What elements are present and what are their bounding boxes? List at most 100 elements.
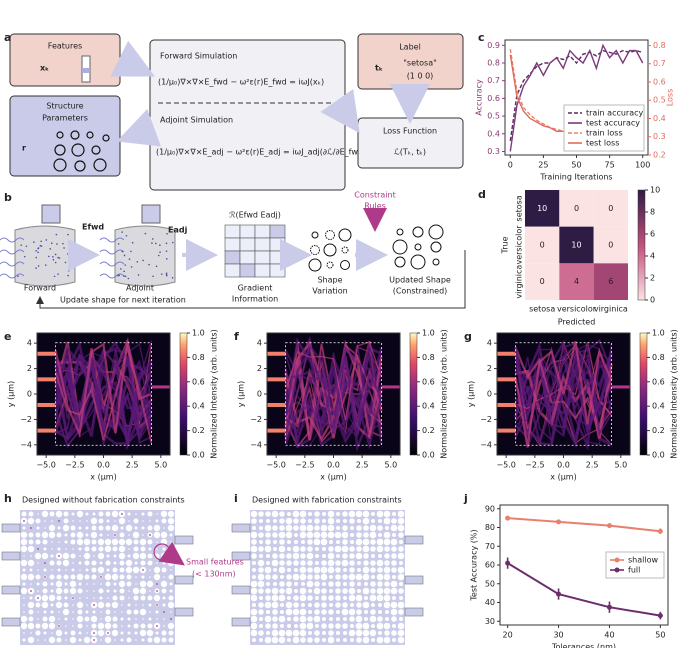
hole (35, 518, 41, 524)
data-point (556, 519, 562, 525)
small-feature (170, 618, 172, 620)
hole (35, 574, 41, 580)
hole (113, 589, 117, 593)
hole (65, 625, 67, 627)
hole (112, 623, 118, 629)
loop-arrow (36, 250, 466, 309)
hole (147, 623, 153, 629)
loss-box (357, 117, 464, 169)
hole (252, 603, 256, 607)
symbol: xₖ (40, 64, 49, 73)
shape-icon (414, 243, 422, 251)
hole (86, 597, 88, 599)
y-tick-label: 2 (257, 364, 262, 373)
field-dot (121, 231, 123, 233)
x-tick-label: 5.0 (384, 461, 397, 470)
field-dot (40, 245, 43, 247)
panel-letter: c (478, 31, 485, 44)
hole (149, 576, 151, 578)
hole (383, 636, 391, 644)
hole (328, 623, 334, 629)
panel-letter: f (234, 330, 239, 343)
hole (126, 609, 132, 615)
field-streak (54, 355, 153, 443)
hole (141, 526, 145, 530)
hole (111, 629, 119, 637)
hole (341, 559, 349, 567)
hole (300, 560, 306, 566)
x-tick-label: 2.5 (356, 461, 369, 470)
y-tick-label: −2 (250, 415, 262, 424)
hole (357, 561, 361, 565)
hole (265, 595, 271, 601)
wave (99, 249, 125, 255)
colorbar-label: Normalized Intensity (arb. units) (210, 329, 219, 459)
y-axis-label: y (μm) (7, 381, 16, 407)
colorbar (639, 332, 648, 456)
hole (329, 603, 333, 607)
hole (378, 631, 382, 635)
hole (104, 573, 112, 581)
hole (390, 608, 398, 616)
panel-title: Designed with fabrication constraints (252, 496, 402, 505)
hole (265, 574, 271, 580)
hole (72, 520, 74, 522)
hole (383, 601, 391, 609)
hole (391, 616, 397, 622)
hole (48, 615, 56, 623)
label: "setosa" (403, 59, 437, 68)
hole (315, 624, 319, 628)
hole (28, 532, 34, 538)
hole (79, 520, 81, 522)
colorbar-tick-label: 0.4 (422, 402, 435, 411)
hole (127, 624, 131, 628)
legend-box (605, 551, 665, 579)
field-dot (128, 258, 131, 260)
field-streak (284, 346, 383, 438)
hole (258, 532, 264, 538)
hole (259, 519, 263, 523)
field-dot (166, 232, 168, 235)
hole (113, 554, 117, 558)
hole (293, 595, 299, 601)
hole (167, 601, 175, 609)
hole (140, 560, 146, 566)
wave (0, 237, 25, 243)
hole (119, 595, 125, 601)
hole (65, 548, 67, 550)
y-tick-label: 50 (485, 579, 495, 588)
hole (168, 637, 174, 643)
hole (278, 531, 286, 539)
data-point (505, 515, 511, 521)
panel-letter: j (463, 492, 468, 505)
hole (357, 589, 361, 593)
colorbar-tick-label: 0.0 (652, 451, 665, 460)
colorbar-tick-label: 1.0 (422, 329, 435, 338)
hole (259, 624, 263, 628)
circle-icon (71, 143, 85, 157)
hole (392, 596, 396, 600)
y2-tick-label: 0.8 (653, 41, 666, 50)
hole (322, 519, 326, 523)
colorbar (409, 332, 418, 456)
y2-tick-label: 0.4 (653, 114, 666, 123)
x-tick-label: 0.0 (557, 461, 570, 470)
hole (392, 533, 396, 537)
heatmap-cell (593, 263, 628, 300)
data-line (507, 562, 661, 617)
hole (162, 596, 166, 600)
field-dot (17, 275, 19, 277)
waveguide (1, 585, 21, 595)
field-dot (155, 242, 157, 245)
hole (23, 632, 25, 634)
hole (357, 582, 361, 586)
field-dot (45, 239, 48, 241)
hole (336, 512, 340, 516)
field-dot (160, 273, 163, 275)
colorbar-tick-label: 0.0 (192, 451, 205, 460)
field-streak (284, 337, 383, 435)
field-dot (37, 251, 39, 254)
hole (259, 617, 263, 621)
hole (399, 596, 403, 600)
hole (160, 510, 168, 518)
